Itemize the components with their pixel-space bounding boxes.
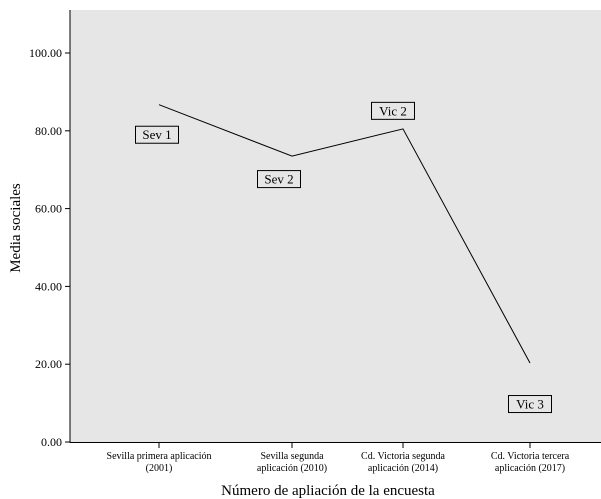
y-tick-label: 60.00 — [35, 202, 62, 216]
point-label-text: Vic 3 — [516, 397, 544, 412]
point-label-box — [135, 125, 179, 144]
point-label-text: Sev 1 — [142, 127, 171, 142]
point-labels: Sev 1 Sev 2 Vic 2 Vic 3 — [135, 101, 552, 414]
series-line — [158, 104, 531, 364]
point-label-box — [257, 170, 301, 189]
point-label: Vic 3 — [508, 395, 552, 414]
point-label-text: Sev 2 — [264, 172, 293, 187]
point-label-box — [371, 101, 415, 120]
x-tick-label: Sevilla primera aplicación — [107, 451, 212, 462]
y-tick-label: 80.00 — [35, 124, 62, 138]
x-tick-label: aplicación (2014) — [368, 463, 438, 474]
point-label: Vic 2 — [371, 101, 415, 120]
x-tick-label: Sevilla segunda — [260, 451, 324, 462]
x-axis-title: Número de apliación de la encuesta — [221, 483, 435, 499]
y-axis: 0.00 20.00 40.00 60.00 80.00 100.00 — [29, 46, 70, 449]
y-tick-label: 0.00 — [41, 435, 62, 449]
point-label: Sev 2 — [257, 170, 301, 189]
point-label-box — [508, 395, 552, 414]
x-tick-label: Cd. Victoria tercera — [491, 451, 570, 462]
x-axis: Sevilla primera aplicación(2001) Sevilla … — [107, 442, 570, 474]
plot-area — [70, 10, 601, 442]
point-label-text: Vic 2 — [379, 103, 407, 118]
x-tick-label: (2001) — [146, 463, 173, 474]
y-tick-label: 20.00 — [35, 357, 62, 371]
y-axis-title: Media sociales — [8, 183, 24, 273]
point-label: Sev 1 — [135, 125, 179, 144]
x-tick-label: aplicación (2010) — [257, 463, 327, 474]
x-tick-label: Cd. Victoria segunda — [361, 451, 445, 462]
y-tick-label: 40.00 — [35, 279, 62, 293]
x-tick-label: aplicación (2017) — [495, 463, 565, 474]
y-tick-label: 100.00 — [29, 46, 62, 60]
